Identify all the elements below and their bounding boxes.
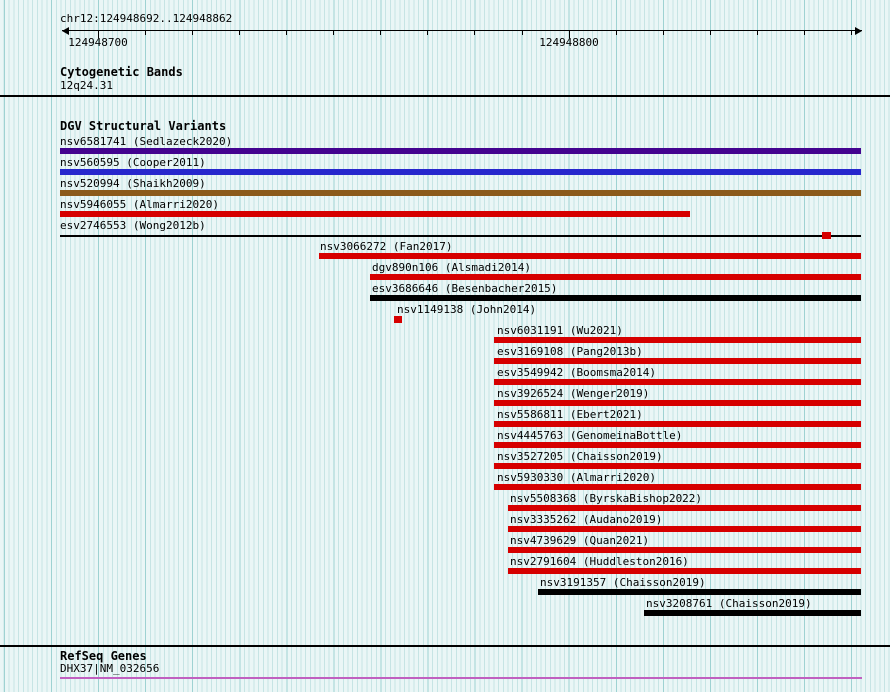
variant-label[interactable]: nsv3208761 (Chaisson2019)	[646, 597, 812, 610]
variant-bar[interactable]	[822, 232, 831, 239]
variant-bar[interactable]	[60, 190, 861, 196]
variant-bar[interactable]	[508, 526, 861, 532]
variant-label[interactable]: nsv4739629 (Quan2021)	[510, 534, 650, 547]
variant-label[interactable]: esv2746553 (Wong2012b)	[60, 219, 206, 232]
variant-bar[interactable]	[370, 274, 861, 280]
variant-bar[interactable]	[494, 442, 861, 448]
variant-label[interactable]: nsv520994 (Shaikh2009)	[60, 177, 206, 190]
variant-bar[interactable]	[508, 547, 861, 553]
cytobands-separator	[0, 95, 890, 97]
variant-label[interactable]: nsv3335262 (Audano2019)	[510, 513, 663, 526]
variant-label[interactable]: nsv6581741 (Sedlazeck2020)	[60, 135, 233, 148]
variant-bar[interactable]	[60, 211, 690, 217]
variant-label[interactable]: nsv4445763 (GenomeinaBottle)	[497, 429, 683, 442]
ruler-major-tick	[98, 31, 99, 38]
ruler-right-arrow-icon	[855, 27, 862, 35]
cytoband-name: 12q24.31	[60, 79, 113, 92]
variant-label[interactable]: nsv3527205 (Chaisson2019)	[497, 450, 663, 463]
variant-label[interactable]: nsv5586811 (Ebert2021)	[497, 408, 643, 421]
variant-label[interactable]: esv3686646 (Besenbacher2015)	[372, 282, 558, 295]
region-coordinates: chr12:124948692..124948862	[60, 12, 233, 25]
variant-bar[interactable]	[538, 589, 861, 595]
ruler-tick	[663, 31, 664, 35]
ruler-tick	[380, 31, 381, 35]
ruler-tick	[192, 31, 193, 35]
ruler-tick	[851, 31, 852, 35]
variant-label[interactable]: nsv5930330 (Almarri2020)	[497, 471, 656, 484]
variant-bar[interactable]	[370, 295, 861, 301]
variant-bar[interactable]	[508, 568, 861, 574]
variant-label[interactable]: nsv3191357 (Chaisson2019)	[540, 576, 706, 589]
ruler-tick-label: 124948700	[68, 36, 128, 49]
variant-bar[interactable]	[319, 253, 861, 259]
ruler-tick	[616, 31, 617, 35]
ruler-tick	[804, 31, 805, 35]
ruler-tick	[145, 31, 146, 35]
variant-bar[interactable]	[494, 463, 861, 469]
ruler-tick	[522, 31, 523, 35]
variant-label[interactable]: esv3169108 (Pang2013b)	[497, 345, 643, 358]
variant-label[interactable]: nsv5508368 (ByrskaBishop2022)	[510, 492, 703, 505]
variant-label[interactable]: dgv890n106 (Alsmadi2014)	[372, 261, 531, 274]
ruler-tick	[427, 31, 428, 35]
ruler-tick	[474, 31, 475, 35]
variant-label[interactable]: nsv2791604 (Huddleston2016)	[510, 555, 689, 568]
variant-label[interactable]: nsv6031191 (Wu2021)	[497, 324, 623, 337]
variant-bar[interactable]	[394, 316, 402, 323]
cytobands-section-title: Cytogenetic Bands	[60, 65, 183, 79]
variant-bar[interactable]	[494, 337, 861, 343]
ruler-major-tick	[569, 31, 570, 38]
ruler-tick	[286, 31, 287, 35]
ruler-tick	[239, 31, 240, 35]
dgv-section-title: DGV Structural Variants	[60, 119, 227, 133]
refseq-section-title: RefSeq Genes	[60, 649, 147, 663]
variant-bar[interactable]	[494, 484, 861, 490]
variant-bar[interactable]	[494, 358, 861, 364]
variant-bar[interactable]	[508, 505, 861, 511]
variant-label[interactable]: nsv3926524 (Wenger2019)	[497, 387, 650, 400]
ruler-tick	[333, 31, 334, 35]
variant-bar[interactable]	[644, 610, 861, 616]
variant-bar[interactable]	[60, 235, 861, 237]
variant-label[interactable]: nsv3066272 (Fan2017)	[320, 240, 453, 253]
variant-label[interactable]: nsv5946055 (Almarri2020)	[60, 198, 219, 211]
variant-bar[interactable]	[494, 421, 861, 427]
gene-name: DHX37|NM_032656	[60, 662, 160, 675]
refseq-separator	[0, 645, 890, 647]
variant-label[interactable]: nsv560595 (Cooper2011)	[60, 156, 206, 169]
variant-label[interactable]: nsv1149138 (John2014)	[397, 303, 537, 316]
ruler-line	[62, 30, 862, 31]
variant-bar[interactable]	[494, 379, 861, 385]
variant-bar[interactable]	[494, 400, 861, 406]
variant-bar[interactable]	[60, 169, 861, 175]
ruler-tick-label: 124948800	[539, 36, 599, 49]
gene-line[interactable]	[60, 677, 862, 679]
ruler-tick	[710, 31, 711, 35]
ruler-left-arrow-icon	[62, 27, 69, 35]
variant-bar[interactable]	[60, 148, 861, 154]
variant-label[interactable]: esv3549942 (Boomsma2014)	[497, 366, 656, 379]
ruler-tick	[757, 31, 758, 35]
